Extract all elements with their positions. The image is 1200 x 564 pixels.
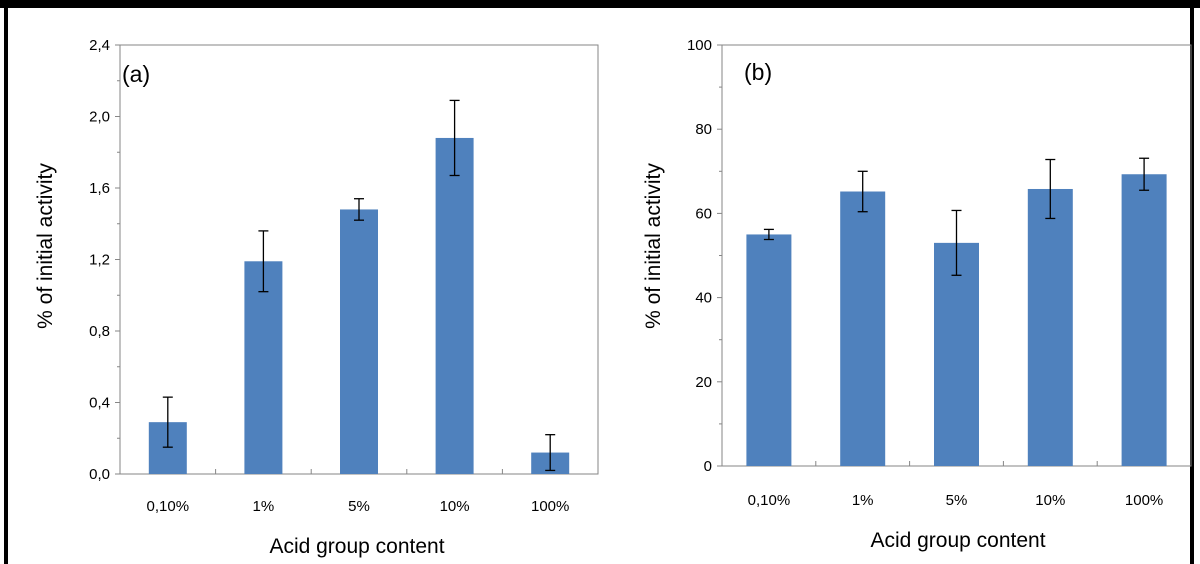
y-tick-label-b: 40: [695, 290, 712, 307]
x-axis-title-a: Acid group content: [269, 535, 444, 558]
x-tick-label-a: 5%: [348, 498, 370, 515]
bar-a: [340, 209, 378, 474]
bar-b: [934, 242, 979, 466]
bar-b: [1121, 174, 1167, 466]
x-tick-label-b: 10%: [1035, 492, 1065, 509]
y-tick-label-a: 0,4: [89, 395, 110, 412]
y-tick-label-a: 0,8: [89, 323, 110, 340]
y-tick-label-b: 60: [695, 205, 712, 222]
y-tick-label-b: 0: [704, 458, 712, 475]
y-tick-label-a: 2,4: [89, 37, 110, 54]
panel-label-a: (a): [122, 61, 150, 87]
x-tick-label-a: 0,10%: [147, 498, 190, 515]
y-tick-label-a: 0,0: [89, 466, 110, 483]
bar-a: [435, 137, 474, 474]
y-axis-title-a: % of initial activity: [34, 163, 57, 329]
y-tick-label-a: 2,0: [89, 109, 110, 126]
x-tick-label-a: 100%: [531, 498, 569, 515]
panel-label-b: (b): [744, 59, 772, 85]
x-axis-title-b: Acid group content: [870, 529, 1045, 552]
chart-panel-b: 0 20 40 60 80 100 0,10% 1% 5% 10% 100% Acid group c…: [642, 37, 1192, 552]
bar-b: [1027, 188, 1073, 466]
chart-panel-a: 0,0 0,4 0,8 1,2 1,6 2,0 2,4 0,10% 1% 5% 10% 100% Aci…: [34, 37, 599, 558]
x-tick-label-b: 1%: [852, 492, 874, 509]
y-axis-title-b: % of initial activity: [642, 163, 665, 329]
x-tick-label-a: 1%: [253, 498, 275, 515]
bar-b: [746, 234, 792, 466]
bar-b: [840, 191, 886, 466]
y-tick-label-b: 80: [695, 121, 712, 138]
x-tick-label-b: 100%: [1125, 492, 1163, 509]
x-tick-label-b: 0,10%: [748, 492, 791, 509]
y-tick-label-b: 20: [695, 374, 712, 391]
x-tick-label-a: 10%: [440, 498, 470, 515]
y-tick-label-a: 1,6: [89, 180, 110, 197]
x-tick-label-b: 5%: [946, 492, 968, 509]
y-tick-label-b: 100: [687, 37, 712, 54]
y-tick-label-a: 1,2: [89, 252, 110, 269]
bar-a: [244, 261, 283, 474]
